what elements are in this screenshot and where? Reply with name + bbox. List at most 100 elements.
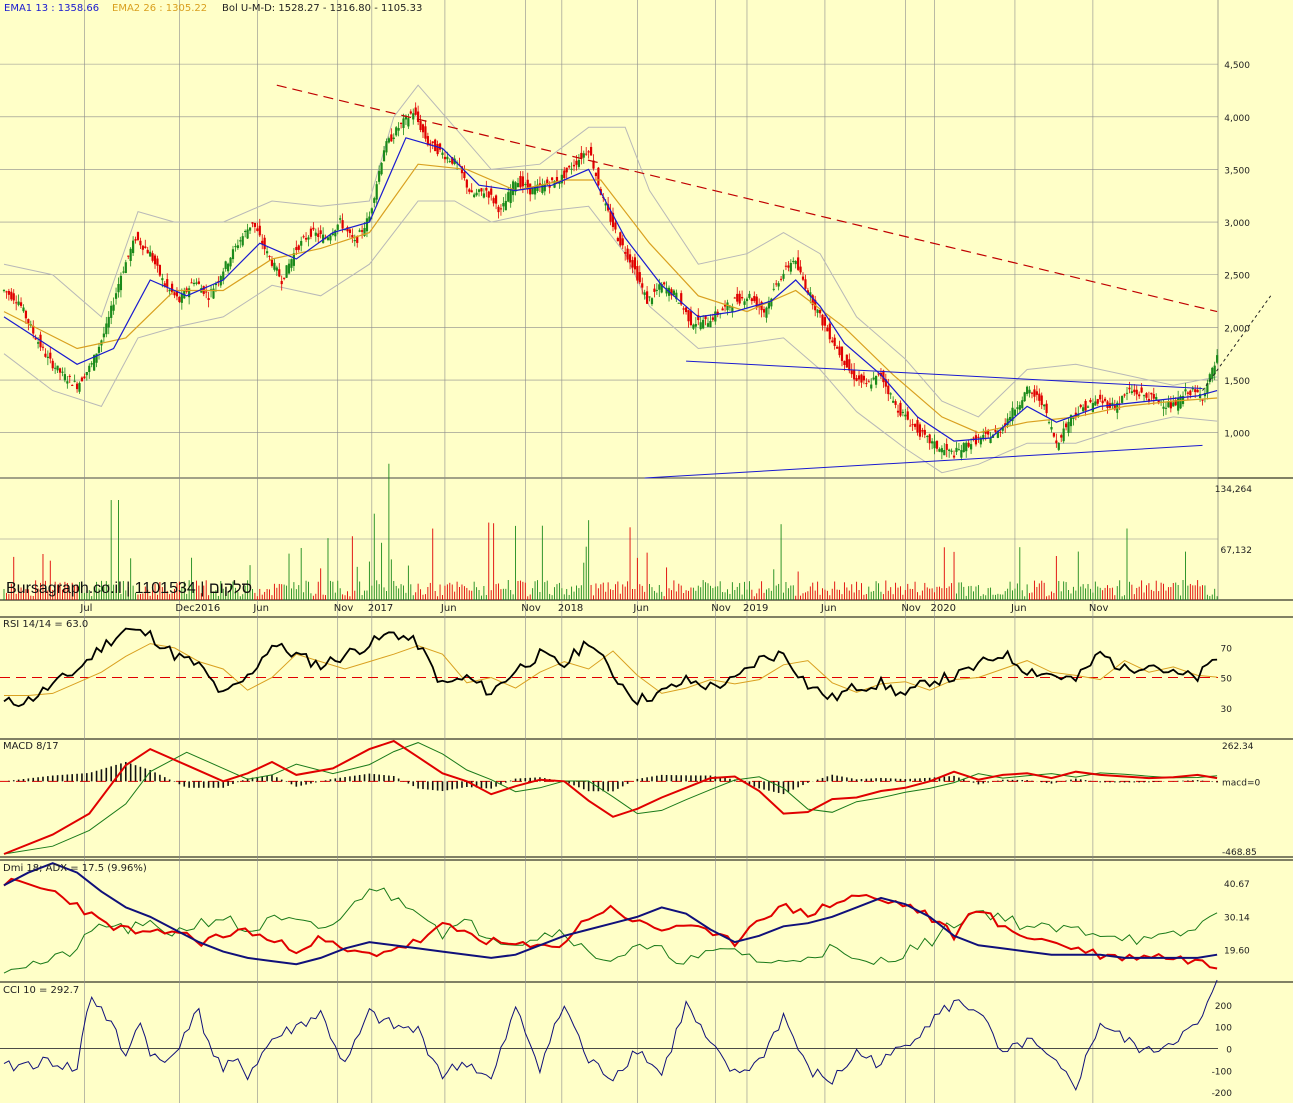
- candle-body: [151, 253, 154, 261]
- candle-body: [853, 369, 856, 380]
- candle-body: [1113, 405, 1116, 410]
- candle-body: [385, 141, 388, 153]
- candle-body: [1150, 392, 1153, 395]
- candle-body: [246, 229, 249, 239]
- candle-body: [721, 308, 724, 311]
- candle-body: [570, 168, 573, 170]
- candle-body: [395, 127, 398, 136]
- candle-body: [1164, 407, 1168, 409]
- candle-body: [368, 216, 371, 222]
- candle-body: [516, 183, 520, 188]
- candle-body: [1021, 400, 1024, 409]
- candle-body: [44, 353, 47, 357]
- candle-body: [1142, 395, 1146, 397]
- candle-body: [1035, 391, 1038, 395]
- candle-body: [940, 448, 943, 453]
- candle-body: [843, 360, 846, 366]
- candle-body: [684, 307, 688, 313]
- candle-body: [533, 186, 537, 195]
- x-tick-label: Nov: [521, 603, 541, 614]
- candle-body: [351, 235, 354, 238]
- candle-body: [417, 111, 420, 123]
- dmi-minus-line: [3, 877, 1218, 970]
- candle-body: [1128, 387, 1131, 390]
- candle-body: [655, 289, 658, 291]
- candle-body: [37, 342, 40, 344]
- candle-body: [894, 401, 897, 405]
- candle-body: [646, 291, 649, 304]
- candle-body: [587, 151, 590, 153]
- candle-body: [874, 375, 878, 385]
- candle-body: [163, 283, 166, 287]
- candle-body: [521, 176, 524, 187]
- candle-body: [136, 232, 140, 240]
- candle-body: [382, 150, 386, 162]
- candle-body: [996, 430, 999, 438]
- axis-labels: Jul Dec2016 Jun Nov 2017 Jun Nov 2018 Jun Nov 2019…: [79, 61, 1260, 1099]
- candle-body: [329, 235, 332, 241]
- candle-body: [326, 237, 330, 240]
- x-tick-label: 2020: [931, 603, 956, 614]
- candle-body: [170, 283, 174, 293]
- candle-body: [482, 193, 485, 198]
- candle-body: [56, 365, 59, 371]
- candle-body: [611, 212, 615, 228]
- price-tick-label: 2,000: [1224, 324, 1250, 334]
- candle-body: [7, 290, 10, 295]
- candle-body: [1101, 400, 1104, 404]
- candle-body: [387, 138, 390, 143]
- candle-body: [227, 263, 230, 272]
- candle-body: [736, 293, 739, 302]
- candle-body: [551, 177, 554, 181]
- macd-line: [3, 739, 1218, 855]
- candle-body: [1094, 401, 1097, 406]
- candle-body: [1013, 409, 1017, 416]
- candle-body: [231, 249, 235, 260]
- candle-body: [314, 232, 317, 236]
- header-ema2: EMA2 26 : 1305.22: [112, 3, 207, 14]
- candle-body: [356, 236, 359, 243]
- candle-body: [1082, 407, 1085, 412]
- candle-body: [1016, 407, 1019, 409]
- candle-body: [117, 283, 120, 293]
- channel-upper-line: [686, 360, 1203, 389]
- candle-body: [251, 222, 254, 224]
- candle-body: [319, 230, 322, 235]
- candle-body: [933, 441, 936, 449]
- candle-body: [918, 424, 922, 437]
- candle-body: [931, 441, 934, 444]
- candle-body: [850, 370, 853, 375]
- candle-body: [490, 188, 493, 195]
- candle-body: [58, 368, 62, 373]
- candle-body: [755, 296, 758, 307]
- candle-body: [448, 161, 451, 163]
- candle-body: [175, 291, 179, 297]
- candle-body: [631, 260, 634, 268]
- candle-body: [270, 259, 274, 266]
- candle-body: [580, 152, 583, 159]
- candle-body: [563, 170, 566, 179]
- candle-body: [1018, 405, 1021, 410]
- candle-body: [1060, 435, 1063, 438]
- candle-body: [538, 183, 542, 185]
- candle-body: [195, 282, 198, 284]
- candle-body: [205, 291, 208, 293]
- rsi-tick-label: 50: [1221, 675, 1233, 685]
- price-tick-label: 1,000: [1224, 430, 1250, 440]
- candle-body: [485, 187, 488, 191]
- candle-body: [526, 179, 529, 190]
- candle-body: [765, 307, 768, 318]
- candle-body: [129, 248, 132, 261]
- candle-body: [950, 450, 953, 452]
- cci-tick-label: 200: [1215, 1002, 1232, 1012]
- candle-body: [88, 365, 91, 373]
- candle-body: [609, 211, 612, 222]
- candle-body: [1198, 394, 1202, 399]
- candle-body: [624, 252, 627, 254]
- candle-body: [789, 262, 792, 272]
- candle-body: [840, 346, 844, 361]
- candle-body: [628, 254, 632, 263]
- candle-body: [972, 437, 975, 439]
- price-tick-label: 3,000: [1224, 219, 1250, 229]
